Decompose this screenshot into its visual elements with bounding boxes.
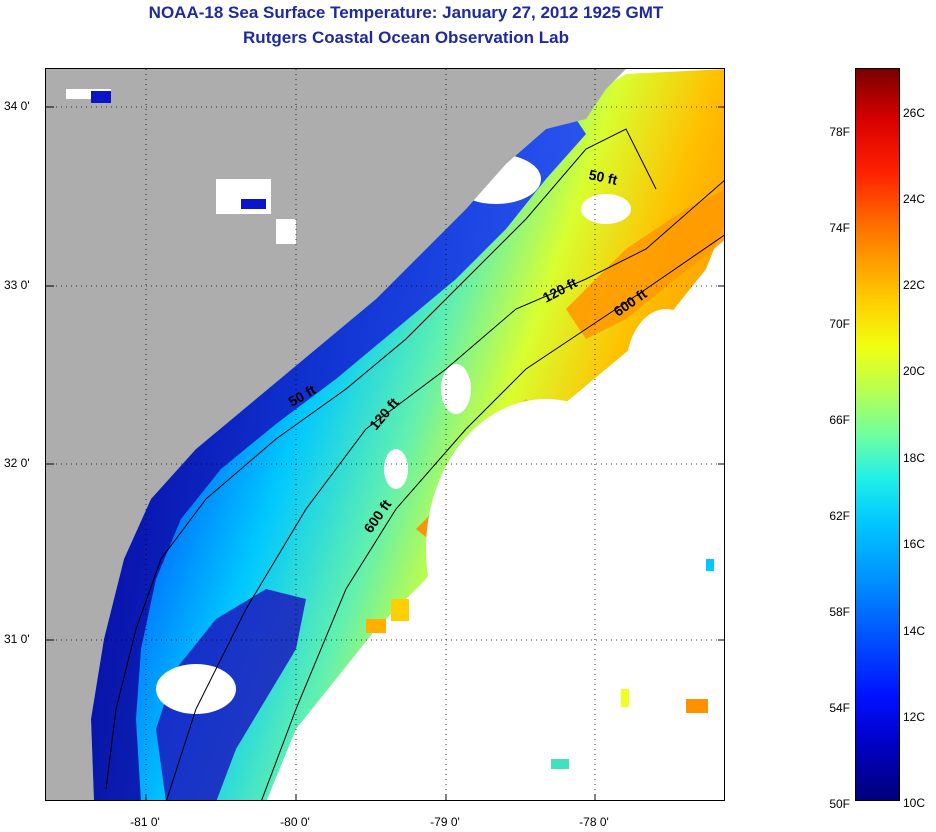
isobath-600ft [261,234,724,800]
lat-label-31: 31 0' [4,632,30,646]
colorbar-label-74f: 74F [829,221,850,235]
lon-label-78: -78 0' [579,815,609,829]
colorbar-label-78f: 78F [829,125,850,139]
lat-label-33: 33 0' [4,278,30,292]
map-subtitle: Rutgers Coastal Ocean Observation Lab [243,28,569,47]
colorbar-label-66f: 66F [829,413,850,427]
warm-patch-north [566,190,724,339]
colorbar-label-20c: 20C [903,364,926,378]
tick-marks [46,106,724,800]
sst-map-canvas: 50 ft 120 ft 600 ft 50 ft 120 ft 600 ft [46,69,724,800]
lat-label-34: 34 0' [4,99,30,113]
isobath-50ft [105,128,657,790]
colorbar-label-54f: 54F [829,701,850,715]
colorbar-label-24c: 24C [903,192,926,206]
isobath-120ft [166,180,724,800]
lon-label-80: -80 0' [280,815,310,829]
land-mass [46,69,626,800]
inland-lakes [66,89,296,244]
colorbar-label-62f: 62F [829,509,850,523]
colorbar-label-18c: 18C [903,451,926,465]
colorbar-label-50f: 50F [829,797,850,811]
colorbar-label-14c: 14C [903,624,926,638]
sst-map: 50 ft 120 ft 600 ft 50 ft 120 ft 600 ft [45,68,725,801]
lon-label-81: -81 0' [130,815,160,829]
cloud-gaps [156,154,724,800]
lat-label-32: 32 0' [4,456,30,470]
lon-label-79: -79 0' [430,815,460,829]
isobaths [105,128,724,800]
graticule [46,69,724,800]
offshore-fragments [366,559,714,769]
colorbar-label-58f: 58F [829,605,850,619]
colorbar-label-16c: 16C [903,537,926,551]
colorbar-label-12c: 12C [903,710,926,724]
map-title: NOAA-18 Sea Surface Temperature: January… [148,3,664,22]
colorbar-label-26c: 26C [903,106,926,120]
colorbar-label-22c: 22C [903,278,926,292]
temperature-colorbar [855,68,900,801]
contour-label-50ft-north: 50 ft [587,166,619,188]
colorbar-label-70f: 70F [829,317,850,331]
colorbar-label-10c: 10C [903,796,926,810]
